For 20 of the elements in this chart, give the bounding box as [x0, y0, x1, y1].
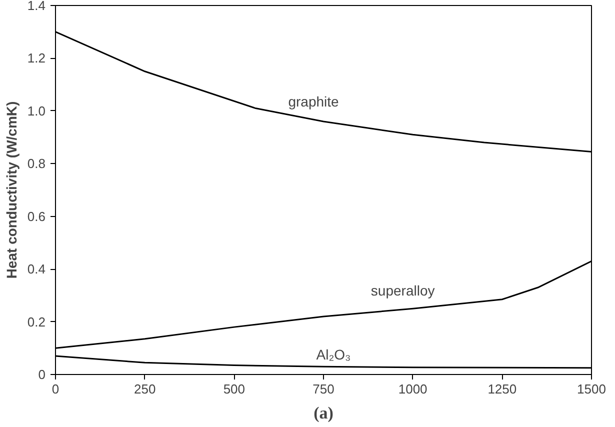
series-label: graphite: [288, 93, 340, 110]
x-tick-label: 750: [312, 382, 334, 396]
x-tick-label: 1250: [488, 382, 517, 396]
y-tick-label: 0.6: [27, 208, 46, 224]
x-tick-label: 250: [134, 382, 156, 396]
y-tick-label: 1.2: [27, 50, 46, 66]
y-tick-label: 1.0: [27, 103, 46, 118]
y-tick-label: 0: [38, 367, 46, 382]
series-label: Al₂O₃: [316, 346, 351, 363]
x-tick-label: 1000: [398, 382, 428, 396]
y-axis-title: Heat conductivity (W/cmK): [3, 101, 20, 279]
x-tick-label: 500: [223, 382, 246, 396]
x-tick-label: 0: [52, 382, 60, 396]
series-label: superalloy: [370, 282, 435, 299]
x-tick-label: 1500: [577, 382, 606, 396]
y-tick-label: 0.8: [27, 156, 46, 172]
text: (a): [314, 404, 334, 422]
y-tick-label: 1.4: [27, 0, 46, 13]
y-tick-label: 0.2: [27, 314, 46, 330]
y-tick-label: 0.4: [27, 262, 46, 277]
